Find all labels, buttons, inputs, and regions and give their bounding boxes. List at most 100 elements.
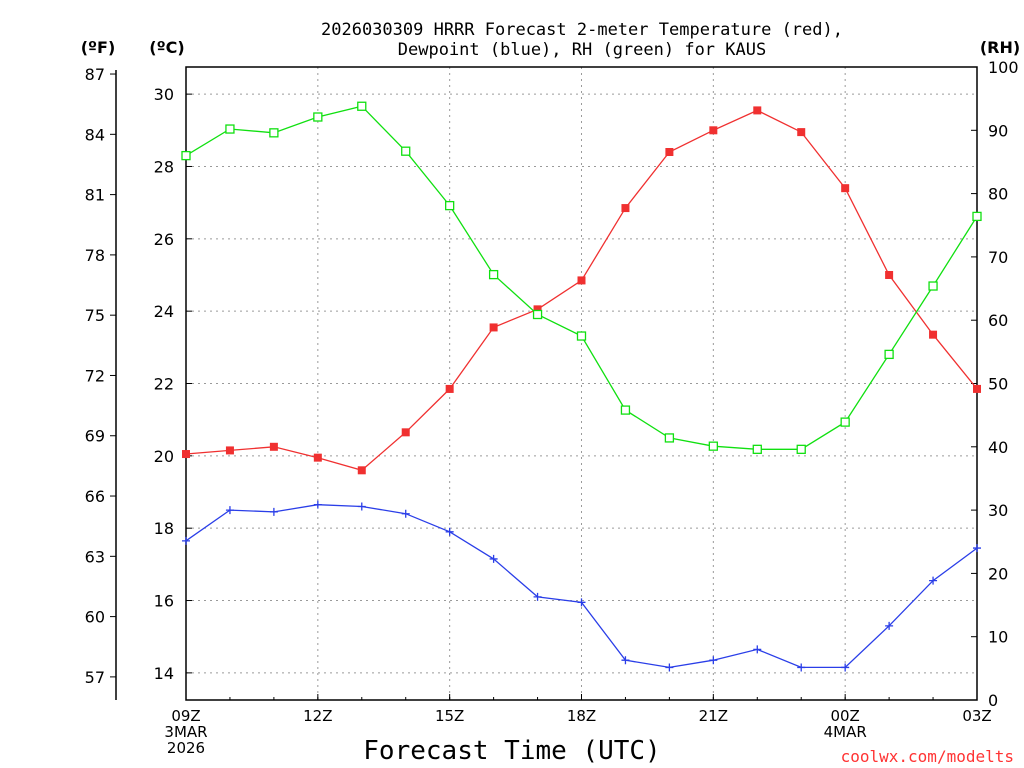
rh-axis: 0 10 20 30 40 50 60 70 80 90 100: [971, 58, 1019, 710]
rh-point: [972, 211, 982, 222]
dewpoint-point: [577, 598, 586, 607]
fahrenheit-tick-label: 60: [85, 608, 105, 627]
dewpoint-point: [885, 621, 894, 630]
time-tick-label: 18Z: [567, 707, 596, 725]
celsius-unit-label: (ºC): [149, 38, 184, 57]
celsius-tick-label: 28: [154, 157, 174, 176]
time-tick-label: 21Z: [699, 707, 728, 725]
chart-title-line1: 2026030309 HRRR Forecast 2-meter Tempera…: [321, 20, 843, 40]
rh-tick-label: 30: [988, 501, 1008, 520]
dewpoint-point: [797, 663, 806, 672]
temperature-point: [445, 384, 454, 393]
dewpoint-point: [929, 576, 938, 585]
celsius-tick-label: 16: [154, 592, 174, 611]
rh-point: [928, 281, 938, 291]
temperature-point: [841, 184, 850, 193]
celsius-tick-label: 30: [154, 85, 174, 104]
dewpoint-point: [225, 506, 234, 515]
dewpoint-point: [841, 663, 850, 672]
rh-point: [752, 444, 762, 454]
dewpoint-point: [665, 663, 674, 672]
rh-tick-label: 50: [988, 375, 1008, 394]
dewpoint-point: [313, 500, 322, 509]
rh-unit-label: (RH): [980, 38, 1020, 57]
fahrenheit-tick-label: 69: [85, 427, 105, 446]
time-tick-label: 4MAR: [824, 723, 867, 741]
time-tick-label: 3MAR: [164, 723, 207, 741]
fahrenheit-tick-label: 75: [85, 306, 105, 325]
temperature-point: [665, 148, 674, 157]
fahrenheit-tick-label: 78: [85, 246, 105, 265]
temperature-point: [533, 305, 542, 314]
temperature-series: [182, 106, 981, 475]
x-axis-title: Forecast Time (UTC): [363, 736, 660, 766]
fahrenheit-tick-label: 72: [85, 366, 105, 385]
dewpoint-point: [709, 656, 718, 665]
rh-point: [840, 417, 850, 427]
dewpoint-point: [182, 536, 190, 545]
dewpoint-point: [753, 645, 762, 654]
rh-point: [884, 349, 894, 360]
rh-tick-label: 40: [988, 438, 1008, 457]
temperature-point: [753, 106, 762, 115]
celsius-tick-label: 22: [154, 375, 174, 394]
dewpoint-point: [445, 527, 454, 536]
rh-point: [532, 309, 543, 320]
rh-tick-label: 90: [988, 121, 1008, 140]
celsius-axis: 14 16 18 20 22 24 26 28 30: [154, 85, 192, 683]
fahrenheit-tick-label: 57: [85, 668, 105, 687]
time-tick-label: 03Z: [962, 707, 991, 725]
rh-tick-label: 70: [988, 248, 1008, 267]
dewpoint-point: [489, 554, 498, 563]
rh-point: [225, 124, 235, 134]
celsius-tick-label: 24: [154, 302, 174, 321]
fahrenheit-unit-label: (ºF): [81, 38, 116, 57]
time-tick-label: 12Z: [303, 707, 332, 725]
temperature-point: [489, 323, 498, 332]
fahrenheit-tick-label: 66: [85, 487, 105, 506]
rh-point: [313, 112, 323, 122]
rh-point: [401, 146, 411, 156]
time-tick-label: 09Z: [171, 707, 200, 725]
rh-tick-label: 80: [988, 185, 1008, 204]
rh-point: [357, 101, 367, 111]
rh-tick-label: 60: [988, 311, 1008, 330]
credit-link[interactable]: coolwx.com/modelts: [841, 747, 1014, 766]
rh-point: [576, 331, 587, 341]
rh-point: [269, 128, 279, 138]
rh-tick-label: 10: [988, 628, 1008, 647]
temperature-point: [709, 126, 718, 135]
rh-tick-label: 100: [988, 58, 1019, 77]
rh-point: [708, 441, 718, 451]
temperature-point: [929, 330, 938, 339]
temperature-point: [313, 453, 322, 462]
celsius-tick-label: 18: [154, 519, 174, 538]
dewpoint-point: [401, 509, 410, 518]
dewpoint-series: [182, 500, 981, 672]
fahrenheit-tick-label: 87: [85, 65, 105, 84]
dewpoint-point: [973, 544, 981, 553]
temperature-point: [401, 428, 410, 437]
celsius-tick-label: 14: [154, 664, 174, 683]
fahrenheit-axis: 57 60 63 66 69 72 75 78 81 84 87: [85, 65, 117, 700]
rh-point: [664, 433, 675, 443]
rh-tick-label: 20: [988, 564, 1008, 583]
rh-tick-label: 0: [988, 691, 998, 710]
dewpoint-point: [533, 592, 542, 601]
dewpoint-point: [621, 656, 630, 665]
dewpoint-point: [269, 507, 278, 516]
rh-point: [445, 200, 455, 211]
celsius-tick-label: 20: [154, 447, 174, 466]
temperature-point: [797, 128, 806, 137]
rh-series: [181, 101, 982, 454]
series-layer: [181, 101, 982, 672]
dewpoint-point: [357, 502, 366, 511]
temperature-point: [577, 276, 586, 285]
fahrenheit-tick-label: 84: [85, 125, 105, 144]
temperature-point: [225, 446, 234, 455]
rh-point: [620, 405, 631, 415]
rh-point: [796, 444, 806, 454]
temperature-point: [182, 450, 190, 459]
